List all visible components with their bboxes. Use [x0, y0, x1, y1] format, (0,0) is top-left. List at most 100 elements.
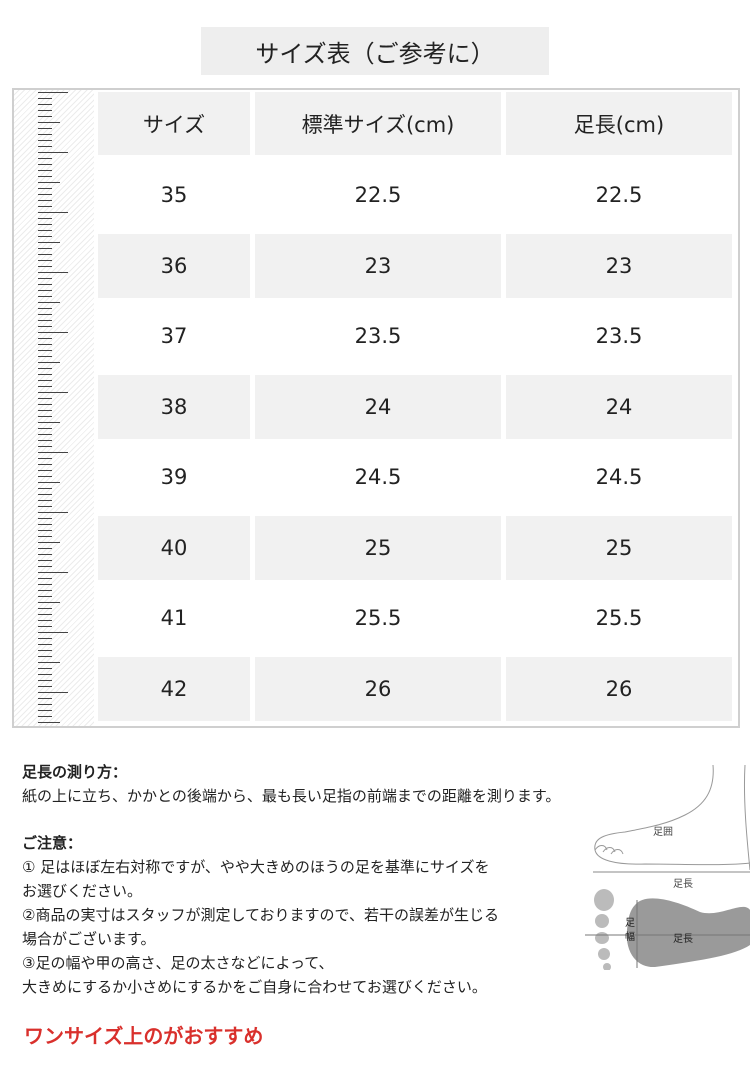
ruler-tick: [38, 434, 52, 435]
table-cell: 35: [160, 183, 188, 207]
ruler-tick: [38, 500, 52, 501]
table-header-cell: 標準サイズ(cm): [255, 92, 501, 155]
ruler-tick: [38, 212, 68, 213]
foot-diagram: 足囲 足長 足 幅 足長: [585, 764, 750, 970]
caution-line: 大きめにするか小さめにするかをご自身に合わせてお選びください。: [22, 978, 487, 996]
ruler-tick: [38, 284, 52, 285]
table-cell: 38: [98, 375, 250, 439]
ruler-tick: [38, 698, 52, 699]
table-cell: 25.5: [595, 606, 643, 630]
ruler-tick: [38, 338, 52, 339]
table-header-cell: サイズ: [98, 92, 250, 155]
ruler-tick: [38, 290, 52, 291]
ruler-tick: [38, 308, 52, 309]
ruler-tick: [38, 134, 52, 135]
ruler-tick: [38, 242, 60, 243]
ruler-tick: [38, 638, 52, 639]
ruler-tick: [38, 584, 52, 585]
footprint-sole: [626, 898, 750, 968]
page-title: サイズ表（ご参考に）: [201, 27, 549, 75]
ruler-tick: [38, 650, 52, 651]
ruler-decoration: [14, 90, 94, 726]
foot-side-outline: [594, 764, 750, 871]
table-cell: 23: [506, 234, 732, 298]
ruler-tick: [38, 128, 52, 129]
ruler-tick: [38, 608, 52, 609]
table-cell: 23.5: [354, 324, 402, 348]
svg-text:幅: 幅: [625, 930, 635, 943]
ruler-tick: [38, 554, 52, 555]
caution-line: ③足の幅や甲の高さ、足の太さなどによって、: [22, 954, 334, 972]
ruler-tick: [38, 722, 60, 723]
ruler-tick: [38, 254, 52, 255]
ruler-tick: [38, 200, 52, 201]
caution-line: お選びください。: [22, 882, 143, 900]
ruler-tick: [38, 356, 52, 357]
ruler-tick: [38, 380, 52, 381]
table-cell: 36: [98, 234, 250, 298]
ruler-tick: [38, 446, 52, 447]
length-label-sole: 足長: [673, 933, 693, 945]
table-cell: 39: [160, 465, 188, 489]
length-label: 足長: [673, 878, 693, 890]
ruler-tick: [38, 326, 52, 327]
ruler-tick: [38, 296, 52, 297]
ruler-tick: [38, 110, 52, 111]
ruler-tick: [38, 422, 60, 423]
caution-heading: ご注意：: [22, 834, 83, 852]
ruler-tick: [38, 560, 52, 561]
table-cell: 41: [160, 606, 188, 630]
table-cell: 24.5: [354, 465, 402, 489]
table-cell: 25: [255, 516, 501, 580]
ruler-tick: [38, 248, 52, 249]
ruler-tick: [38, 596, 52, 597]
ruler-tick: [38, 230, 52, 231]
ruler-tick: [38, 614, 52, 615]
ruler-tick: [38, 710, 52, 711]
ruler-tick: [38, 536, 52, 537]
measure-heading: 足長の測り方：: [22, 763, 128, 781]
ruler-tick: [38, 92, 68, 93]
table-cell: 23.5: [595, 324, 643, 348]
caution-line: ① 足はほぼ左右対称ですが、やや大きめのほうの足を基準にサイズを: [22, 858, 490, 876]
ruler-tick: [38, 164, 52, 165]
width-label: 足: [625, 917, 635, 929]
ruler-tick: [38, 476, 52, 477]
size-table-frame: [12, 88, 740, 728]
ruler-tick: [38, 686, 52, 687]
ruler-tick: [38, 302, 60, 303]
notes-section: 足長の測り方： 紙の上に立ち、かかとの後端から、最も長い足指の前端までの距離を測…: [22, 760, 602, 999]
ruler-tick: [38, 152, 68, 153]
table-cell: 42: [98, 657, 250, 721]
ruler-tick: [38, 398, 52, 399]
ruler-tick: [38, 404, 52, 405]
girth-label: 足囲: [653, 826, 673, 838]
ruler-tick: [38, 530, 52, 531]
ruler-tick: [38, 548, 52, 549]
ruler-tick: [38, 98, 52, 99]
ruler-tick: [38, 506, 52, 507]
ruler-tick: [38, 428, 52, 429]
ruler-tick: [38, 266, 52, 267]
table-cell: 22.5: [354, 183, 402, 207]
ruler-tick: [38, 620, 52, 621]
ruler-tick: [38, 524, 52, 525]
ruler-tick: [38, 332, 68, 333]
caution-line: ②商品の実寸はスタッフが測定しておりますので、若干の誤差が生じる: [22, 906, 499, 924]
ruler-tick: [38, 626, 52, 627]
ruler-tick: [38, 512, 68, 513]
ruler-tick: [38, 488, 52, 489]
table-cell: 24: [506, 375, 732, 439]
ruler-tick: [38, 170, 52, 171]
table-cell: 26: [506, 657, 732, 721]
ruler-tick: [38, 578, 52, 579]
table-cell: 26: [255, 657, 501, 721]
ruler-tick: [38, 452, 68, 453]
ruler-tick: [38, 146, 52, 147]
ruler-tick: [38, 374, 52, 375]
ruler-tick: [38, 236, 52, 237]
ruler-tick: [38, 104, 52, 105]
toes-outline: [594, 845, 624, 855]
ruler-tick: [38, 278, 52, 279]
ruler-tick: [38, 674, 52, 675]
